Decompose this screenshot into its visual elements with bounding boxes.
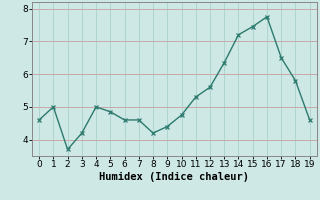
X-axis label: Humidex (Indice chaleur): Humidex (Indice chaleur) — [100, 172, 249, 182]
